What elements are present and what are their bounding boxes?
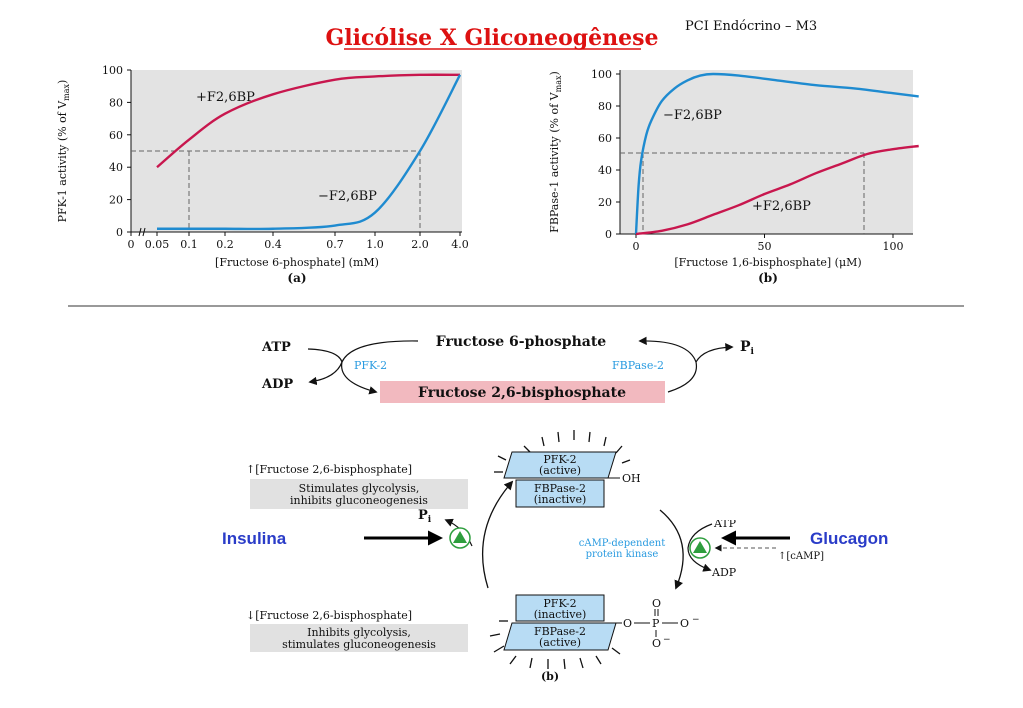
phosphate-o-left: O (623, 617, 632, 630)
chart-b-series-minus-f26bp (634, 72, 919, 235)
chart-b: 0 20 40 60 80 100 0 50 100 −F2,6BP +F2,6BP FBPa… (548, 68, 919, 285)
reg-kinase-line2: protein kinase (586, 549, 659, 560)
cycle-pi-arrow (695, 343, 734, 363)
chart-b-x-tick-label: 50 (758, 240, 772, 253)
cycle-f26bp: Fructose 2,6-bisphosphate (418, 385, 626, 401)
chart-b-y-tick-label: 20 (598, 196, 612, 209)
reg-atp-partial: ATP (713, 517, 737, 530)
top-enzyme-rays (494, 430, 631, 473)
chart-a-x-tick-label: 0 (128, 238, 135, 251)
chart-a-caption: (a) (287, 271, 306, 285)
top-pfk2-line1: PFK-2 (543, 453, 576, 466)
reg-left-arc (481, 480, 514, 589)
top-fbp-box (515, 479, 605, 508)
course-label: PCI Endócrino – M3 (685, 19, 817, 34)
chart-a-y-tick-label: 40 (109, 161, 123, 174)
chart-a-x-tick-label: 0.7 (326, 238, 344, 251)
top-pfk2-line2: (active) (539, 464, 581, 477)
cycle-f26bp-box (380, 381, 665, 403)
reg-down-box-line2: stimulates gluconeogenesis (282, 638, 436, 651)
top-oh: OH (622, 472, 641, 485)
chart-a-series-minus-f26bp (157, 74, 462, 231)
chart-b-y-axis-label: FBPase-1 activity (% of Vmax) (548, 71, 563, 233)
reg-up-box-line1: Stimulates glycolysis, (299, 482, 420, 495)
top-fbp-line1: FBPase-2 (534, 482, 586, 495)
chart-b-x-tick-label: 100 (883, 240, 904, 253)
chart-a-y-tick-label: 0 (116, 226, 123, 239)
reg-up-box (250, 479, 468, 509)
svg-text:−: − (663, 635, 671, 645)
top-fbp-line2: (inactive) (534, 493, 587, 506)
chart-b-y-tick-label: 80 (598, 100, 612, 113)
cycle-adp: ADP (261, 377, 293, 392)
chart-a-x-axis-label: [Fructose 6-phosphate] (mM) (215, 256, 379, 269)
reg-camp: ↑[cAMP] (778, 551, 824, 562)
chart-a-y-tick-label: 80 (109, 96, 123, 109)
phosphate-o-bottom: O (652, 637, 661, 650)
chart-a-y-axis-label: PFK-1 activity (% of Vmax) (56, 80, 71, 223)
svg-text:−: − (692, 615, 700, 625)
insulina-label: Insulina (222, 529, 287, 548)
bot-pfk2-box (515, 594, 605, 622)
phosphate-o-top: O (652, 597, 661, 610)
reg-down-text: ↓[Fructose 2,6-bisphosphate] (246, 609, 412, 622)
reg-right-arc (659, 509, 684, 590)
bot-pfk2-line1: PFK-2 (543, 597, 576, 610)
phosphate-o-right: O (680, 617, 689, 630)
chart-b-y-tick-label: 40 (598, 164, 612, 177)
regulation-diagram: ↑[Fructose 2,6-bisphosphate] Stimulates … (222, 430, 888, 683)
reg-kinase-line1: cAMP-dependent (579, 538, 665, 549)
chart-a-y-tick-label: 20 (109, 194, 123, 207)
bot-fbp-line2: (active) (539, 636, 581, 649)
chart-b-series-plus-f26bp (635, 144, 919, 236)
bot-enzyme-rays (489, 620, 621, 670)
chart-b-label-plus: +F2,6BP (752, 199, 811, 214)
chart-a-label-minus: −F2,6BP (318, 189, 377, 204)
chart-a-y-tick-label: 100 (102, 64, 123, 77)
chart-a-series-plus-f26bp (156, 73, 461, 169)
reg-pi: Pi (418, 508, 432, 525)
bot-pfk2-line2: (inactive) (534, 608, 587, 621)
kinase-activation-icon (689, 537, 711, 559)
reg-caption: (b) (541, 670, 559, 683)
cycle-pfk2-label: PFK-2 (354, 359, 387, 372)
chart-a-x-tick-label: 4.0 (451, 238, 469, 251)
chart-a-x-tick-label: 1.0 (366, 238, 384, 251)
cycle-fbpase2-label: FBPase-2 (612, 359, 664, 372)
chart-b-label-minus: −F2,6BP (663, 108, 722, 123)
chart-b-y-tick-label: 0 (605, 228, 612, 241)
chart-b-caption: (b) (758, 271, 778, 285)
chart-a-x-tick-label: 0.05 (145, 238, 170, 251)
left-activation-icon (449, 527, 471, 549)
chart-a-x-tick-label: 0.4 (264, 238, 282, 251)
reg-up-text: ↑[Fructose 2,6-bisphosphate] (246, 463, 412, 476)
reg-up-box-line2: inhibits gluconeogenesis (290, 494, 428, 507)
chart-a-x-tick-label: 2.0 (411, 238, 429, 251)
f26bp-cycle: Fructose 6-phosphate Fructose 2,6-bispho… (261, 334, 755, 403)
chart-b-x-axis-label: [Fructose 1,6-bisphosphate] (μM) (674, 256, 861, 269)
cycle-pi: Pi (740, 339, 755, 357)
reg-down-box (250, 624, 468, 652)
chart-a-label-plus: +F2,6BP (196, 90, 255, 105)
chart-a-y-tick-label: 60 (109, 129, 123, 142)
cycle-atp-arrow (307, 348, 343, 386)
chart-a-x-tick-label: 0.2 (216, 238, 234, 251)
bot-fbp-box (503, 622, 617, 651)
phosphate-p: P (652, 617, 660, 630)
cycle-f6p: Fructose 6-phosphate (436, 334, 606, 350)
glucagon-label: Glucagon (810, 529, 888, 548)
reg-adp: ADP (711, 566, 737, 579)
chart-b-y-tick-label: 60 (598, 132, 612, 145)
chart-b-plot-area (620, 70, 913, 234)
bot-fbp-line1: FBPase-2 (534, 625, 586, 638)
chart-b-y-tick-label: 100 (591, 68, 612, 81)
slide-title: Glicólise X Gliconeogênese (325, 25, 658, 51)
cycle-atp: ATP (261, 340, 291, 355)
reg-atp-arrow (687, 523, 713, 572)
chart-a-x-tick-label: 0.1 (180, 238, 198, 251)
reg-down-box-line1: Inhibits glycolysis, (307, 626, 411, 639)
chart-b-x-tick-label: 0 (633, 240, 640, 253)
